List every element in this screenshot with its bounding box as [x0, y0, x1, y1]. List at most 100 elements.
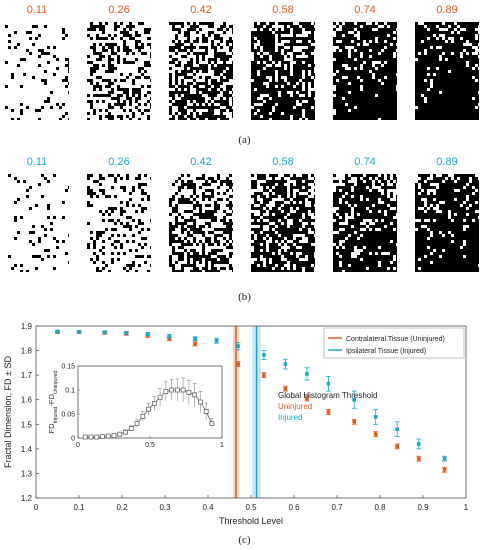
data-point [193, 342, 197, 346]
y-tick-label: 1.8 [21, 347, 33, 356]
threshold-label: 0.26 [108, 4, 130, 16]
thresholded-tissue-image [87, 174, 151, 272]
threshold-label: 0.74 [354, 4, 376, 16]
data-point [214, 338, 219, 343]
inset-data-point [94, 434, 100, 440]
inset-data-point [209, 421, 215, 426]
annotation-line: Injured [278, 413, 302, 422]
panel-b-row: 0.11 0.26 0.42 0.58 0.74 0.89 [0, 152, 489, 272]
data-point [373, 415, 378, 419]
data-point [373, 432, 378, 436]
legend-label: Ipsilateral Tissue (Injured) [346, 348, 426, 355]
x-tick-label: 0 [34, 503, 39, 512]
inset-y-tick-label: 0.05 [61, 412, 75, 419]
data-point [395, 444, 399, 449]
data-point [167, 334, 172, 339]
x-tick-label: 0.4 [202, 503, 214, 512]
thresholded-tissue-image [87, 22, 151, 120]
y-tick-label: 1.3 [21, 469, 33, 478]
inset-y-tick-label: 0.1 [65, 388, 75, 395]
data-point [305, 372, 309, 376]
y-tick-label: 1.4 [21, 445, 33, 454]
threshold-label: 0.42 [190, 156, 212, 168]
threshold-label: 0.89 [436, 156, 458, 168]
inset-data-point [151, 401, 157, 406]
inset-data-point [175, 387, 180, 393]
data-point [442, 456, 447, 461]
legend-label: Contralateral Tissue (Uninjured) [346, 336, 445, 343]
data-point [236, 362, 240, 366]
x-tick-label: 0.7 [331, 503, 343, 512]
data-point [262, 373, 266, 377]
x-tick-label: 0.5 [245, 503, 257, 512]
data-point [77, 329, 81, 334]
inset-data-point [111, 433, 117, 438]
x-tick-label: 0.3 [159, 503, 171, 512]
inset-data-point [203, 409, 209, 414]
data-point [442, 467, 447, 472]
data-point [283, 362, 288, 366]
inset-y-tick-label: 0.15 [61, 364, 75, 371]
data-point [416, 442, 421, 446]
inset-data-point [128, 426, 134, 431]
x-tick-label: 0.6 [288, 503, 300, 512]
inset-data-point [105, 433, 111, 439]
annotation-title: Global Histogram Threshold [278, 391, 377, 400]
inset-data-point [192, 392, 197, 398]
x-tick-label: 0.9 [417, 503, 429, 512]
data-point [395, 427, 399, 431]
threshold-label: 0.11 [26, 4, 48, 16]
threshold-label: 0.89 [436, 4, 458, 16]
thresholded-tissue-image [415, 22, 479, 120]
y-tick-label: 1.2 [21, 494, 33, 503]
x-tick-label: 1 [464, 503, 469, 512]
y-tick-label: 1.7 [21, 371, 33, 380]
inset-frame [77, 365, 223, 439]
data-point [352, 397, 356, 402]
y-tick-label: 1.6 [21, 396, 33, 405]
inset-y-tick-label: 0 [71, 436, 75, 443]
data-point [352, 420, 356, 424]
threshold-label: 0.58 [272, 156, 294, 168]
thresholded-tissue-image [251, 22, 315, 120]
inset-data-point [140, 414, 146, 419]
data-point [55, 329, 60, 334]
x-tick-label: 0.1 [73, 503, 85, 512]
inset-x-tick-label: 0 [76, 442, 80, 449]
inset-data-point [169, 387, 174, 393]
inset-data-point [146, 406, 151, 412]
inset-data-point [82, 434, 88, 440]
x-tick-label: 0.8 [374, 503, 386, 512]
thresholded-tissue-image [251, 174, 315, 272]
thresholded-tissue-image [333, 174, 397, 272]
data-point [262, 353, 266, 357]
data-point [326, 381, 331, 386]
data-point [124, 331, 129, 335]
inset-data-point [117, 431, 123, 437]
inset-data-point [180, 387, 186, 393]
inset-y-axis-label: FDInjured-FDUninjured [47, 371, 59, 434]
thresholded-tissue-image [5, 174, 69, 272]
thresholded-tissue-image [415, 174, 479, 272]
inset-data-point [157, 394, 163, 400]
inset-data-point [163, 389, 169, 394]
x-axis-label: Threshold Level [219, 516, 283, 526]
data-point [326, 410, 331, 414]
threshold-label: 0.42 [190, 4, 212, 16]
inset-data-point [88, 434, 94, 440]
threshold-label: 0.11 [26, 156, 48, 168]
data-point [146, 332, 150, 336]
data-point [283, 386, 288, 391]
inset-data-point [134, 421, 140, 426]
legend-box [323, 327, 465, 359]
thresholded-tissue-image [169, 22, 233, 120]
thresholded-tissue-image [169, 174, 233, 272]
data-point [305, 396, 309, 401]
inset-data-point [100, 434, 105, 439]
inset-data-point [186, 390, 192, 395]
threshold-label: 0.74 [354, 156, 376, 168]
data-point [193, 336, 197, 341]
fractal-dimension-chart: 0 0.1 0.2 0.3 0.4 0.5 0.6 0.7 0.8 0.9 1 1.2 1.3 1.4 1.… [3, 322, 469, 526]
y-tick-label: 1.9 [21, 322, 33, 331]
inset-data-point [123, 429, 128, 435]
